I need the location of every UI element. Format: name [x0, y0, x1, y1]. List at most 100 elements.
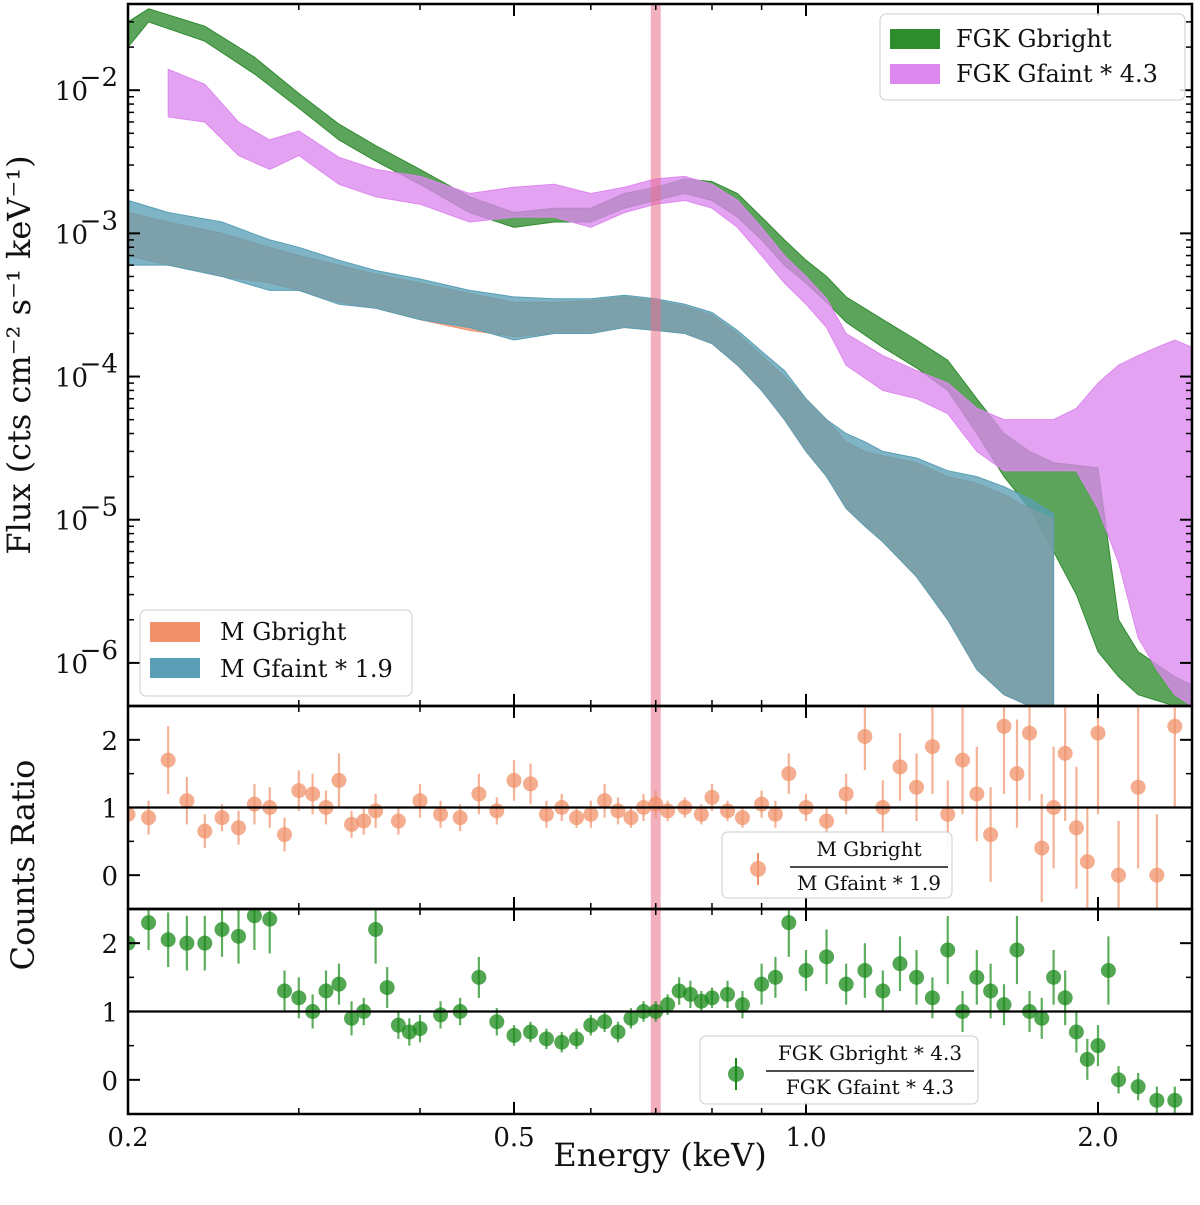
- data-point: [1022, 725, 1038, 741]
- data-point: [344, 1010, 360, 1026]
- band-fgk-gfaint-4-3: [167, 68, 1192, 706]
- data-point: [940, 806, 956, 822]
- data-point: [693, 806, 709, 822]
- y-tick-label-exponent: −6: [80, 636, 118, 666]
- data-point: [344, 816, 360, 832]
- legend-fgk-box: [879, 13, 1186, 101]
- data-point: [1090, 725, 1106, 741]
- data-point: [734, 810, 750, 826]
- data-point: [1068, 820, 1084, 836]
- data-point: [734, 997, 750, 1013]
- data-point: [433, 806, 449, 822]
- data-point: [767, 969, 783, 985]
- data-point: [875, 983, 891, 999]
- data-point: [660, 997, 676, 1013]
- data-point: [623, 1010, 639, 1026]
- data-point: [368, 922, 384, 937]
- data-point: [1046, 969, 1062, 985]
- spectrum-panel: 10−610−510−410−310−2 FGK Gbright FGK Gfa…: [55, 2, 1194, 708]
- data-point: [857, 728, 873, 744]
- data-point: [955, 752, 971, 768]
- data-point: [969, 969, 985, 985]
- x-tick-label: 0.5: [493, 1123, 534, 1153]
- data-point: [390, 813, 406, 829]
- legend-ratio-m-denominator: M Gfaint * 1.9: [797, 871, 941, 895]
- data-point: [754, 796, 770, 812]
- legend-ratio-fgk-denominator: FGK Gfaint * 4.3: [786, 1075, 954, 1099]
- legend-ratio-fgk-marker: [728, 1066, 744, 1082]
- y-tick-label: 1: [101, 795, 118, 825]
- band-m-gfaint-1-9: [128, 199, 1055, 706]
- data-point: [231, 928, 247, 944]
- y-tick-label: 10: [55, 507, 88, 537]
- data-point: [128, 806, 136, 822]
- x-tick-label: 0.2: [107, 1123, 148, 1153]
- data-point: [1149, 867, 1165, 883]
- legend-label-m-gbright: M Gbright: [220, 618, 347, 646]
- data-point: [969, 786, 985, 802]
- data-point: [720, 803, 736, 819]
- data-point: [390, 1017, 406, 1033]
- data-point: [754, 976, 770, 992]
- data-point: [246, 796, 262, 812]
- data-point: [924, 990, 940, 1006]
- data-point: [569, 1031, 585, 1047]
- data-point: [857, 963, 873, 978]
- y-tick-label: 0: [101, 1067, 118, 1097]
- data-point: [523, 776, 539, 792]
- data-point: [356, 813, 372, 829]
- data-point: [720, 986, 736, 1002]
- y-tick-label: 0: [101, 862, 118, 892]
- y-tick-label: 10: [55, 220, 88, 250]
- legend-ratio-fgk-box: [699, 1035, 979, 1105]
- legend-ratio-fgk: FGK Gbright * 4.3 FGK Gfaint * 4.3: [699, 1035, 979, 1105]
- ratio-m-points: [128, 706, 1192, 909]
- legend-ratio-m-box: [721, 831, 953, 899]
- data-point: [1111, 1072, 1127, 1088]
- legend-m: M Gbright M Gfaint * 1.9: [139, 609, 413, 697]
- data-point: [246, 909, 262, 924]
- data-point: [660, 803, 676, 819]
- data-point: [892, 759, 908, 775]
- data-point: [1111, 867, 1127, 883]
- legend-swatch-fgk-gfaint: [890, 64, 940, 84]
- data-point: [781, 915, 797, 931]
- data-point: [523, 1024, 539, 1040]
- data-point: [506, 772, 522, 788]
- spectrum-bands: [128, 4, 1192, 706]
- legend-label-fgk-gfaint: FGK Gfaint * 4.3: [956, 60, 1158, 88]
- data-point: [262, 911, 278, 927]
- y-tick-label-exponent: −5: [80, 493, 118, 523]
- legend-ratio-m-marker: [750, 861, 766, 877]
- data-point: [838, 976, 854, 992]
- data-point: [909, 969, 925, 985]
- data-point: [1079, 1051, 1095, 1067]
- legend-m-box: [139, 609, 413, 697]
- data-point: [623, 810, 639, 826]
- data-point: [141, 810, 157, 826]
- data-point: [318, 983, 334, 999]
- data-point: [1057, 745, 1073, 761]
- data-point: [197, 935, 213, 951]
- y-tick-label-exponent: −4: [80, 350, 118, 380]
- ratio-fgk-points: [128, 909, 1192, 1114]
- data-point: [179, 935, 195, 951]
- y-tick-label: 10: [55, 364, 88, 394]
- data-point: [291, 990, 307, 1006]
- data-point: [160, 932, 176, 948]
- data-point: [277, 983, 293, 999]
- data-point: [583, 806, 599, 822]
- data-point: [433, 1007, 449, 1023]
- data-point: [983, 983, 999, 999]
- data-point: [1167, 1092, 1183, 1108]
- data-point: [214, 922, 230, 937]
- data-point: [197, 823, 213, 839]
- data-point: [1068, 1024, 1084, 1040]
- legend-swatch-m-gfaint: [150, 658, 200, 678]
- data-point: [819, 813, 835, 829]
- data-point: [471, 786, 487, 802]
- data-point: [506, 1027, 522, 1043]
- data-point: [892, 956, 908, 972]
- data-point: [489, 1014, 505, 1030]
